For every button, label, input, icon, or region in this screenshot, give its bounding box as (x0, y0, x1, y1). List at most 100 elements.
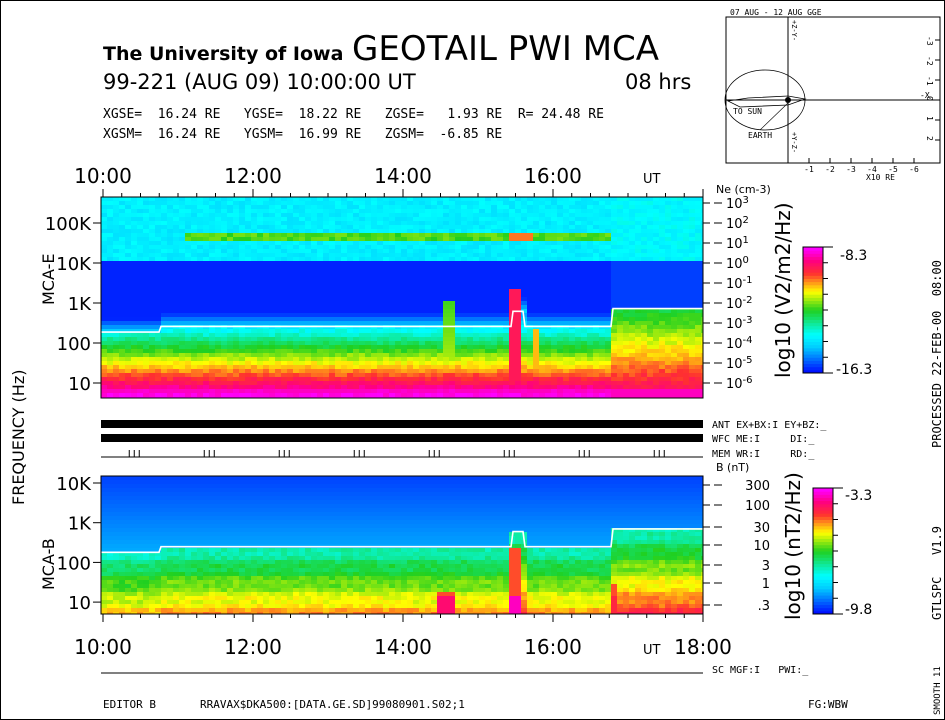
spectrogram-cell (155, 209, 161, 213)
spectrogram-cell (275, 297, 281, 301)
spectrogram-cell (371, 201, 377, 205)
spectrogram-cell (215, 237, 221, 241)
spectrogram-cell (551, 301, 557, 305)
spectrogram-cell (245, 285, 251, 289)
spectrogram-cell (329, 373, 335, 377)
spectrogram-cell (281, 393, 287, 397)
spectrogram-cell (485, 301, 491, 305)
spectrogram-cell (407, 233, 413, 237)
spectrogram-cell (509, 301, 515, 305)
spectrogram-cell (155, 289, 161, 293)
spectrogram-cell (305, 253, 311, 257)
spectrogram-cell (449, 257, 455, 261)
spectrogram-cell (113, 233, 119, 237)
spectrogram-cell (515, 197, 521, 201)
spectrogram-cell (233, 265, 239, 269)
spectrogram-cell (353, 293, 359, 297)
spectrogram-cell (599, 229, 605, 233)
spectrogram-cell (605, 333, 611, 337)
spectrogram-cell (425, 285, 431, 289)
spectrogram-cell (119, 277, 125, 281)
spectrogram-cell (593, 369, 599, 373)
spectrogram-cell (221, 253, 227, 257)
spectrogram-cell (341, 345, 347, 349)
spectrogram-cell (485, 349, 491, 353)
spectrogram-cell (539, 393, 545, 397)
spectrogram-cell (179, 265, 185, 269)
spectrogram-cell (533, 321, 539, 325)
spectrogram-cell (629, 201, 635, 205)
spectrogram-cell (593, 205, 599, 209)
spectrogram-cell (503, 305, 509, 309)
spectrogram-cell (575, 353, 581, 357)
spectrogram-cell (251, 357, 257, 361)
spectrogram-cell (581, 385, 587, 389)
spectrogram-cell (623, 233, 629, 237)
spectrogram-cell (443, 381, 449, 385)
spectrogram-cell (473, 321, 479, 325)
spectrogram-cell (401, 265, 407, 269)
spectrogram-cell (287, 301, 293, 305)
spectrogram-cell (197, 309, 203, 313)
spectrogram-cell (605, 229, 611, 233)
spectrogram-cell (191, 369, 197, 373)
spectrogram-cell (527, 373, 533, 377)
spectrogram-cell (251, 321, 257, 325)
spectrogram-cell (653, 257, 659, 261)
spectrogram-cell (251, 289, 257, 293)
spectrogram-cell (329, 369, 335, 373)
spectrogram-cell (155, 221, 161, 225)
spectrogram-cell (317, 285, 323, 289)
spectrogram-cell (125, 277, 131, 281)
spectrogram-cell (143, 333, 149, 337)
spectrogram-cell (125, 229, 131, 233)
spectrogram-cell (593, 293, 599, 297)
spectrogram-cell (593, 377, 599, 381)
spectrogram-cell (407, 329, 413, 333)
spectrogram-cell (401, 249, 407, 253)
spectrogram-cell (671, 205, 677, 209)
spectrogram-cell (197, 333, 203, 337)
spectrogram-cell (113, 381, 119, 385)
spectrogram-cell (665, 317, 671, 321)
spectrogram-cell (209, 301, 215, 305)
spectrogram-cell (353, 373, 359, 377)
spectrogram-cell (191, 333, 197, 337)
spectrogram-cell (329, 257, 335, 261)
spectrogram-cell (497, 297, 503, 301)
spectrogram-cell (437, 333, 443, 337)
spectrogram-cell (563, 249, 569, 253)
spectrogram-cell (623, 361, 629, 365)
spectrogram-cell (161, 385, 167, 389)
spectrogram-cell (533, 233, 539, 237)
spectrogram-cell (575, 281, 581, 285)
spectrogram-cell (311, 233, 317, 237)
spectrogram-cell (257, 241, 263, 245)
spectrogram-cell (299, 337, 305, 341)
spectrogram-cell (503, 197, 509, 201)
spectrogram-cell (191, 381, 197, 385)
spectrogram-cell (443, 373, 449, 377)
spectrogram-cell (101, 317, 107, 321)
spectrogram-cell (491, 317, 497, 321)
spectrogram-cell (563, 241, 569, 245)
spectrogram-cell (299, 209, 305, 213)
spectrogram-cell (275, 273, 281, 277)
spectrogram-cell (473, 341, 479, 345)
spectrogram-cell (449, 349, 455, 353)
spectrogram-cell (161, 289, 167, 293)
spectrogram-cell (377, 241, 383, 245)
spectrogram-cell (659, 333, 665, 337)
spectrogram-cell (371, 297, 377, 301)
z-bottom-label: +Y-Z- (790, 132, 798, 153)
spectrogram-cell (191, 321, 197, 325)
spectrogram-cell (125, 345, 131, 349)
spectrogram-cell (173, 373, 179, 377)
spectrogram-cell (149, 201, 155, 205)
spectrogram-cell (329, 293, 335, 297)
spectrogram-cell (647, 389, 653, 393)
spectrogram-cell (629, 277, 635, 281)
spectrogram-cell (635, 205, 641, 209)
spectrogram-cell (347, 341, 353, 345)
spectrogram-cell (221, 309, 227, 313)
